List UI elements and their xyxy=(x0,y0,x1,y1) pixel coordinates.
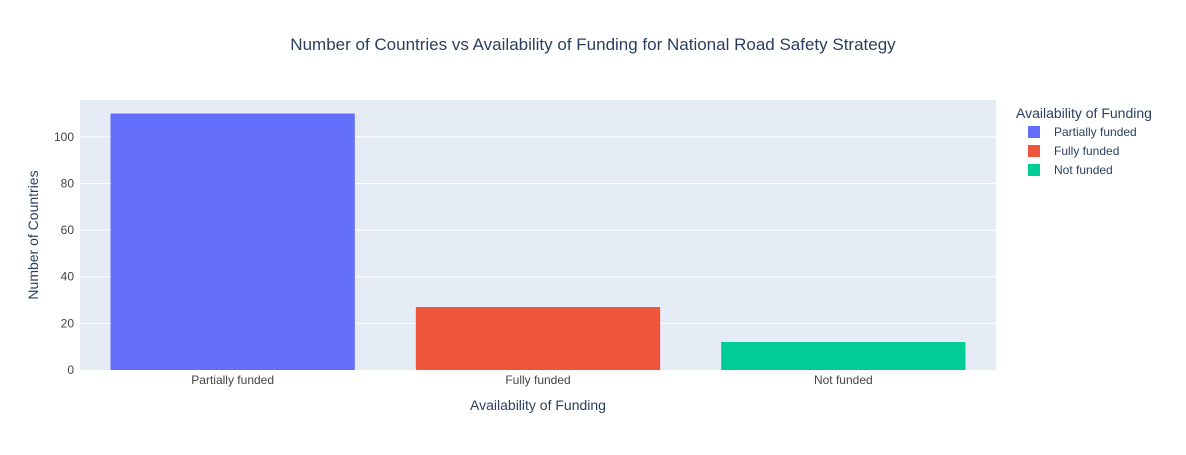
legend-label: Fully funded xyxy=(1054,144,1119,158)
y-tick-label: 80 xyxy=(61,176,75,190)
chart-title: Number of Countries vs Availability of F… xyxy=(290,35,896,54)
legend-label: Not funded xyxy=(1054,163,1113,177)
x-tick-label: Partially funded xyxy=(191,373,274,387)
legend-swatch xyxy=(1028,164,1040,176)
x-tick-label: Fully funded xyxy=(505,373,570,387)
y-tick-label: 0 xyxy=(67,363,74,377)
bar xyxy=(721,342,966,370)
y-tick-label: 100 xyxy=(54,130,74,144)
y-tick-labels: 0 20 40 60 80 100 xyxy=(54,130,74,377)
x-tick-label: Not funded xyxy=(814,373,873,387)
y-tick-label: 60 xyxy=(61,223,75,237)
legend-label: Partially funded xyxy=(1054,125,1137,139)
y-axis-label: Number of Countries xyxy=(25,170,41,299)
bar xyxy=(110,113,355,370)
bars xyxy=(110,113,966,370)
legend-title: Availability of Funding xyxy=(1016,105,1152,121)
legend: Availability of Funding Partially funded… xyxy=(1016,105,1152,177)
legend-swatch xyxy=(1028,126,1040,138)
legend-items: Partially funded Fully funded Not funded xyxy=(1028,125,1137,177)
x-tick-labels: Partially funded Fully funded Not funded xyxy=(191,373,872,387)
y-tick-label: 40 xyxy=(61,270,75,284)
legend-swatch xyxy=(1028,145,1040,157)
y-tick-label: 20 xyxy=(61,316,75,330)
bar xyxy=(415,307,661,370)
x-axis-label: Availability of Funding xyxy=(470,397,606,413)
